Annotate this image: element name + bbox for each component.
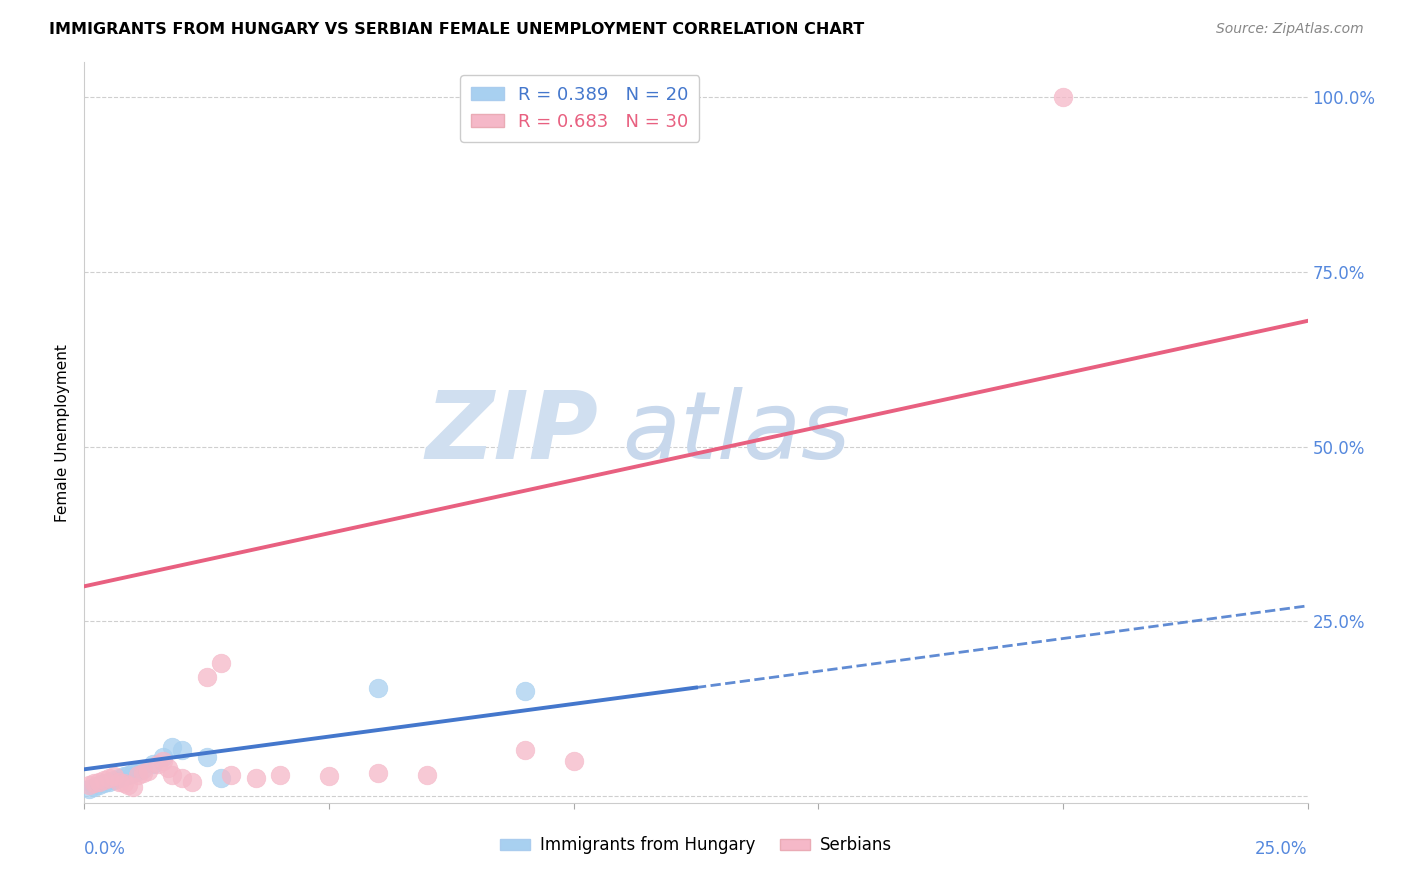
Point: [152, 750, 174, 764]
Point: [77, 778, 100, 792]
Point: [117, 778, 139, 792]
Point: [136, 764, 159, 779]
Point: [103, 769, 125, 783]
Point: [219, 768, 242, 782]
Point: [367, 681, 389, 695]
Point: [112, 776, 135, 790]
Point: [1052, 90, 1074, 104]
Point: [127, 764, 149, 779]
Text: 0.0%: 0.0%: [84, 840, 127, 858]
Point: [142, 757, 165, 772]
Point: [122, 780, 145, 795]
Point: [107, 775, 129, 789]
Point: [146, 757, 169, 772]
Legend: Immigrants from Hungary, Serbians: Immigrants from Hungary, Serbians: [494, 830, 898, 861]
Point: [367, 766, 389, 780]
Point: [77, 781, 100, 796]
Point: [562, 754, 585, 768]
Text: ZIP: ZIP: [425, 386, 598, 479]
Text: IMMIGRANTS FROM HUNGARY VS SERBIAN FEMALE UNEMPLOYMENT CORRELATION CHART: IMMIGRANTS FROM HUNGARY VS SERBIAN FEMAL…: [49, 22, 865, 37]
Point: [97, 772, 120, 786]
Y-axis label: Female Unemployment: Female Unemployment: [55, 343, 70, 522]
Point: [513, 743, 536, 757]
Point: [127, 768, 149, 782]
Text: Source: ZipAtlas.com: Source: ZipAtlas.com: [1216, 22, 1364, 37]
Point: [93, 776, 115, 790]
Point: [318, 769, 340, 783]
Point: [83, 780, 105, 795]
Point: [181, 775, 204, 789]
Text: 25.0%: 25.0%: [1256, 840, 1308, 858]
Point: [152, 754, 174, 768]
Point: [162, 739, 184, 754]
Point: [93, 773, 115, 788]
Point: [103, 773, 125, 788]
Point: [172, 743, 194, 757]
Point: [132, 762, 155, 776]
Point: [112, 769, 135, 783]
Text: atlas: atlas: [623, 387, 851, 478]
Point: [245, 772, 267, 786]
Point: [83, 776, 105, 790]
Point: [162, 768, 184, 782]
Point: [209, 772, 232, 786]
Point: [87, 775, 110, 789]
Point: [117, 768, 139, 782]
Point: [172, 772, 194, 786]
Point: [87, 778, 110, 792]
Point: [156, 761, 179, 775]
Point: [122, 766, 145, 780]
Point: [195, 750, 218, 764]
Point: [209, 656, 232, 670]
Point: [195, 670, 218, 684]
Point: [513, 684, 536, 698]
Point: [107, 772, 129, 786]
Point: [132, 766, 155, 780]
Point: [416, 768, 439, 782]
Point: [97, 775, 120, 789]
Point: [269, 768, 291, 782]
